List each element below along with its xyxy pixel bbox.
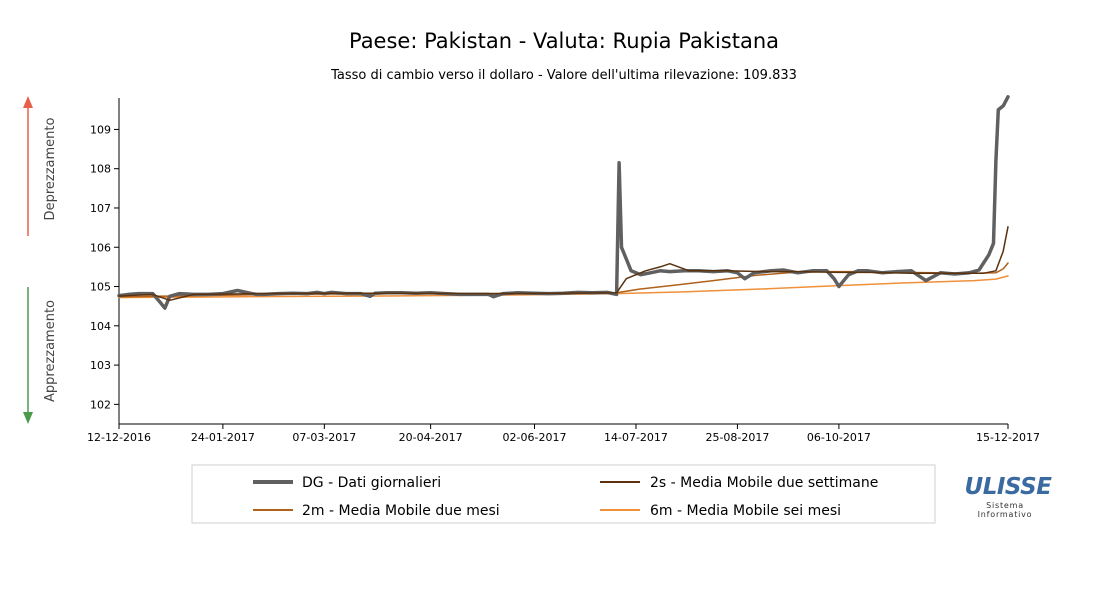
legend-box xyxy=(191,464,936,524)
y-ticks: 102 103 104 105 106 107 108 109 xyxy=(90,123,119,411)
chart-title: Paese: Pakistan - Valuta: Rupia Pakistan… xyxy=(349,29,779,53)
series-line-ma2s xyxy=(118,226,1009,302)
series-line-dg xyxy=(117,95,1010,310)
y-tick-label: 108 xyxy=(90,163,111,176)
legend-label-ma2m: 2m - Media Mobile due mesi xyxy=(302,503,500,519)
legend-label-dg: DG - Dati giornalieri xyxy=(302,475,441,491)
x-tick-label: 06-10-2017 xyxy=(807,431,871,444)
y-tick-label: 102 xyxy=(90,398,111,411)
depreciation-arrow xyxy=(23,96,33,236)
logo-line1: Sistema xyxy=(986,501,1024,510)
legend-label-ma2s: 2s - Media Mobile due settimane xyxy=(650,475,878,491)
x-ticks: 12-12-2016 24-01-2017 07-03-2017 20-04-2017… xyxy=(87,424,1040,444)
legend-label-ma6m: 6m - Media Mobile sei mesi xyxy=(650,503,841,519)
y-tick-label: 109 xyxy=(90,123,111,136)
legend-item-ma6m: 6m - Media Mobile sei mesi xyxy=(600,503,841,519)
y-tick-label: 106 xyxy=(90,241,111,254)
appreciation-label: Apprezzamento xyxy=(43,300,58,402)
chart-subtitle: Tasso di cambio verso il dollaro - Valor… xyxy=(330,68,797,83)
x-tick-label: 15-12-2017 xyxy=(976,431,1040,444)
legend-item-dg: DG - Dati giornalieri xyxy=(253,475,441,491)
logo-line2: Informativo xyxy=(978,510,1033,519)
ulisse-logo: ULISSE Sistema Informativo xyxy=(965,474,1053,519)
plot-series xyxy=(117,95,1010,310)
x-tick-label: 12-12-2016 xyxy=(87,431,151,444)
x-tick-label: 24-01-2017 xyxy=(191,431,255,444)
y-tick-label: 104 xyxy=(90,320,111,333)
legend-item-ma2m: 2m - Media Mobile due mesi xyxy=(253,503,500,519)
x-tick-label: 02-06-2017 xyxy=(503,431,567,444)
depreciation-label: Deprezzamento xyxy=(43,118,58,221)
x-tick-label: 07-03-2017 xyxy=(292,431,356,444)
logo-name: ULISSE xyxy=(965,474,1053,500)
y-tick-label: 107 xyxy=(90,202,111,215)
x-tick-label: 20-04-2017 xyxy=(399,431,463,444)
x-tick-label: 25-08-2017 xyxy=(705,431,769,444)
x-tick-label: 14-07-2017 xyxy=(604,431,668,444)
appreciation-arrow xyxy=(23,287,33,424)
y-tick-label: 103 xyxy=(90,359,111,372)
series-line-ma6m xyxy=(118,275,1009,299)
y-tick-label: 105 xyxy=(90,281,111,294)
legend-item-ma2s: 2s - Media Mobile due settimane xyxy=(600,475,878,491)
